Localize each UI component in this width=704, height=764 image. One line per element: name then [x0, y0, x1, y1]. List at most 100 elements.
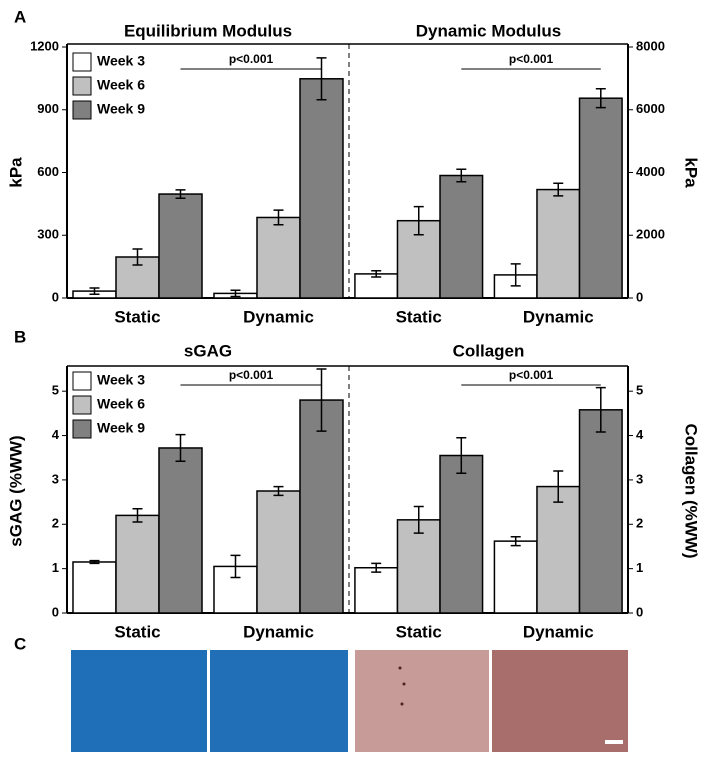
error-bar [371, 270, 382, 278]
error-bar [273, 485, 284, 497]
error-bar [595, 88, 606, 109]
error-bar [316, 57, 327, 101]
error-bar [89, 287, 100, 295]
x-tick-label: Dynamic [243, 307, 314, 326]
y-tick-label: 0 [52, 289, 59, 304]
error-bar [595, 386, 606, 433]
panel-label: A [14, 7, 26, 26]
legend-swatch [72, 419, 92, 439]
annotation: p<0.001 [509, 52, 554, 66]
y-axis-label: kPa [682, 157, 701, 188]
error-bar [456, 168, 467, 183]
chart-title: sGAG [184, 341, 232, 360]
scale-bar [605, 740, 623, 744]
y-tick-label: 4000 [636, 164, 665, 179]
bar [299, 78, 344, 299]
annotation: p<0.001 [229, 52, 274, 66]
photo [492, 650, 628, 752]
bar [439, 174, 484, 299]
photo-detail [398, 666, 402, 670]
chart-title: Dynamic Modulus [416, 21, 561, 40]
bar [578, 97, 623, 299]
annotation: p<0.001 [229, 368, 274, 382]
error-bar [89, 559, 100, 565]
chart-title: Equilibrium Modulus [124, 21, 292, 40]
legend-label: Week 6 [97, 77, 145, 93]
legend-label: Week 6 [97, 396, 145, 412]
error-bar [553, 182, 564, 197]
y-axis-label: sGAG (%WW) [6, 435, 25, 546]
legend-label: Week 3 [97, 372, 145, 388]
error-bar [413, 505, 424, 534]
y-axis-label: Collagen (%WW) [682, 423, 701, 558]
x-tick-label: Dynamic [243, 622, 314, 641]
y-tick-label: 3 [636, 471, 643, 486]
error-bar [413, 205, 424, 236]
photo-detail [400, 702, 404, 706]
y-tick-label: 2000 [636, 227, 665, 242]
error-bar [132, 507, 143, 523]
x-tick-label: Static [396, 622, 442, 641]
error-bar [273, 209, 284, 226]
error-bar [510, 263, 521, 287]
error-bar [175, 189, 186, 199]
y-tick-label: 5 [636, 383, 643, 398]
y-tick-label: 2 [52, 516, 59, 531]
legend-swatch [72, 76, 92, 96]
bar [158, 193, 203, 299]
bar [354, 566, 399, 614]
bar [115, 514, 160, 614]
legend-swatch [72, 395, 92, 415]
photo-detail [402, 682, 406, 686]
bar [536, 485, 581, 614]
chart-title: Collagen [453, 341, 525, 360]
legend-swatch [72, 371, 92, 391]
bar [158, 447, 203, 614]
bar [299, 399, 344, 614]
bar [578, 409, 623, 614]
bar [256, 490, 301, 614]
y-tick-label: 300 [37, 227, 59, 242]
y-tick-label: 900 [37, 101, 59, 116]
x-tick-label: Static [396, 307, 442, 326]
bar [439, 454, 484, 614]
y-tick-label: 4 [636, 427, 644, 442]
y-tick-label: 600 [37, 164, 59, 179]
y-tick-label: 8000 [636, 38, 665, 53]
error-bar [456, 437, 467, 475]
error-bar [175, 433, 186, 463]
bar [256, 216, 301, 299]
y-axis-label: kPa [6, 157, 25, 188]
panel-label: B [14, 327, 26, 346]
y-tick-label: 3 [52, 471, 59, 486]
error-bar [230, 554, 241, 579]
y-tick-label: 5 [52, 383, 59, 398]
photo [355, 650, 489, 752]
bar [536, 188, 581, 299]
error-bar [371, 562, 382, 573]
photo [210, 650, 348, 752]
y-tick-label: 0 [52, 604, 59, 619]
y-tick-label: 6000 [636, 101, 665, 116]
legend-label: Week 3 [97, 53, 145, 69]
error-bar [553, 470, 564, 503]
error-bar [510, 535, 521, 547]
bar [493, 540, 538, 614]
y-tick-label: 0 [636, 604, 643, 619]
annotation: p<0.001 [509, 368, 554, 382]
y-tick-label: 1 [52, 560, 59, 575]
y-tick-label: 2 [636, 516, 643, 531]
x-tick-label: Dynamic [523, 307, 594, 326]
y-tick-label: 4 [52, 427, 60, 442]
panel-label: C [14, 634, 26, 653]
bar [72, 561, 117, 614]
x-tick-label: Dynamic [523, 622, 594, 641]
legend-swatch [72, 100, 92, 120]
error-bar [316, 368, 327, 432]
x-tick-label: Static [114, 307, 160, 326]
y-tick-label: 1 [636, 560, 643, 575]
legend-label: Week 9 [97, 101, 145, 117]
bar [396, 519, 441, 614]
error-bar [132, 248, 143, 266]
